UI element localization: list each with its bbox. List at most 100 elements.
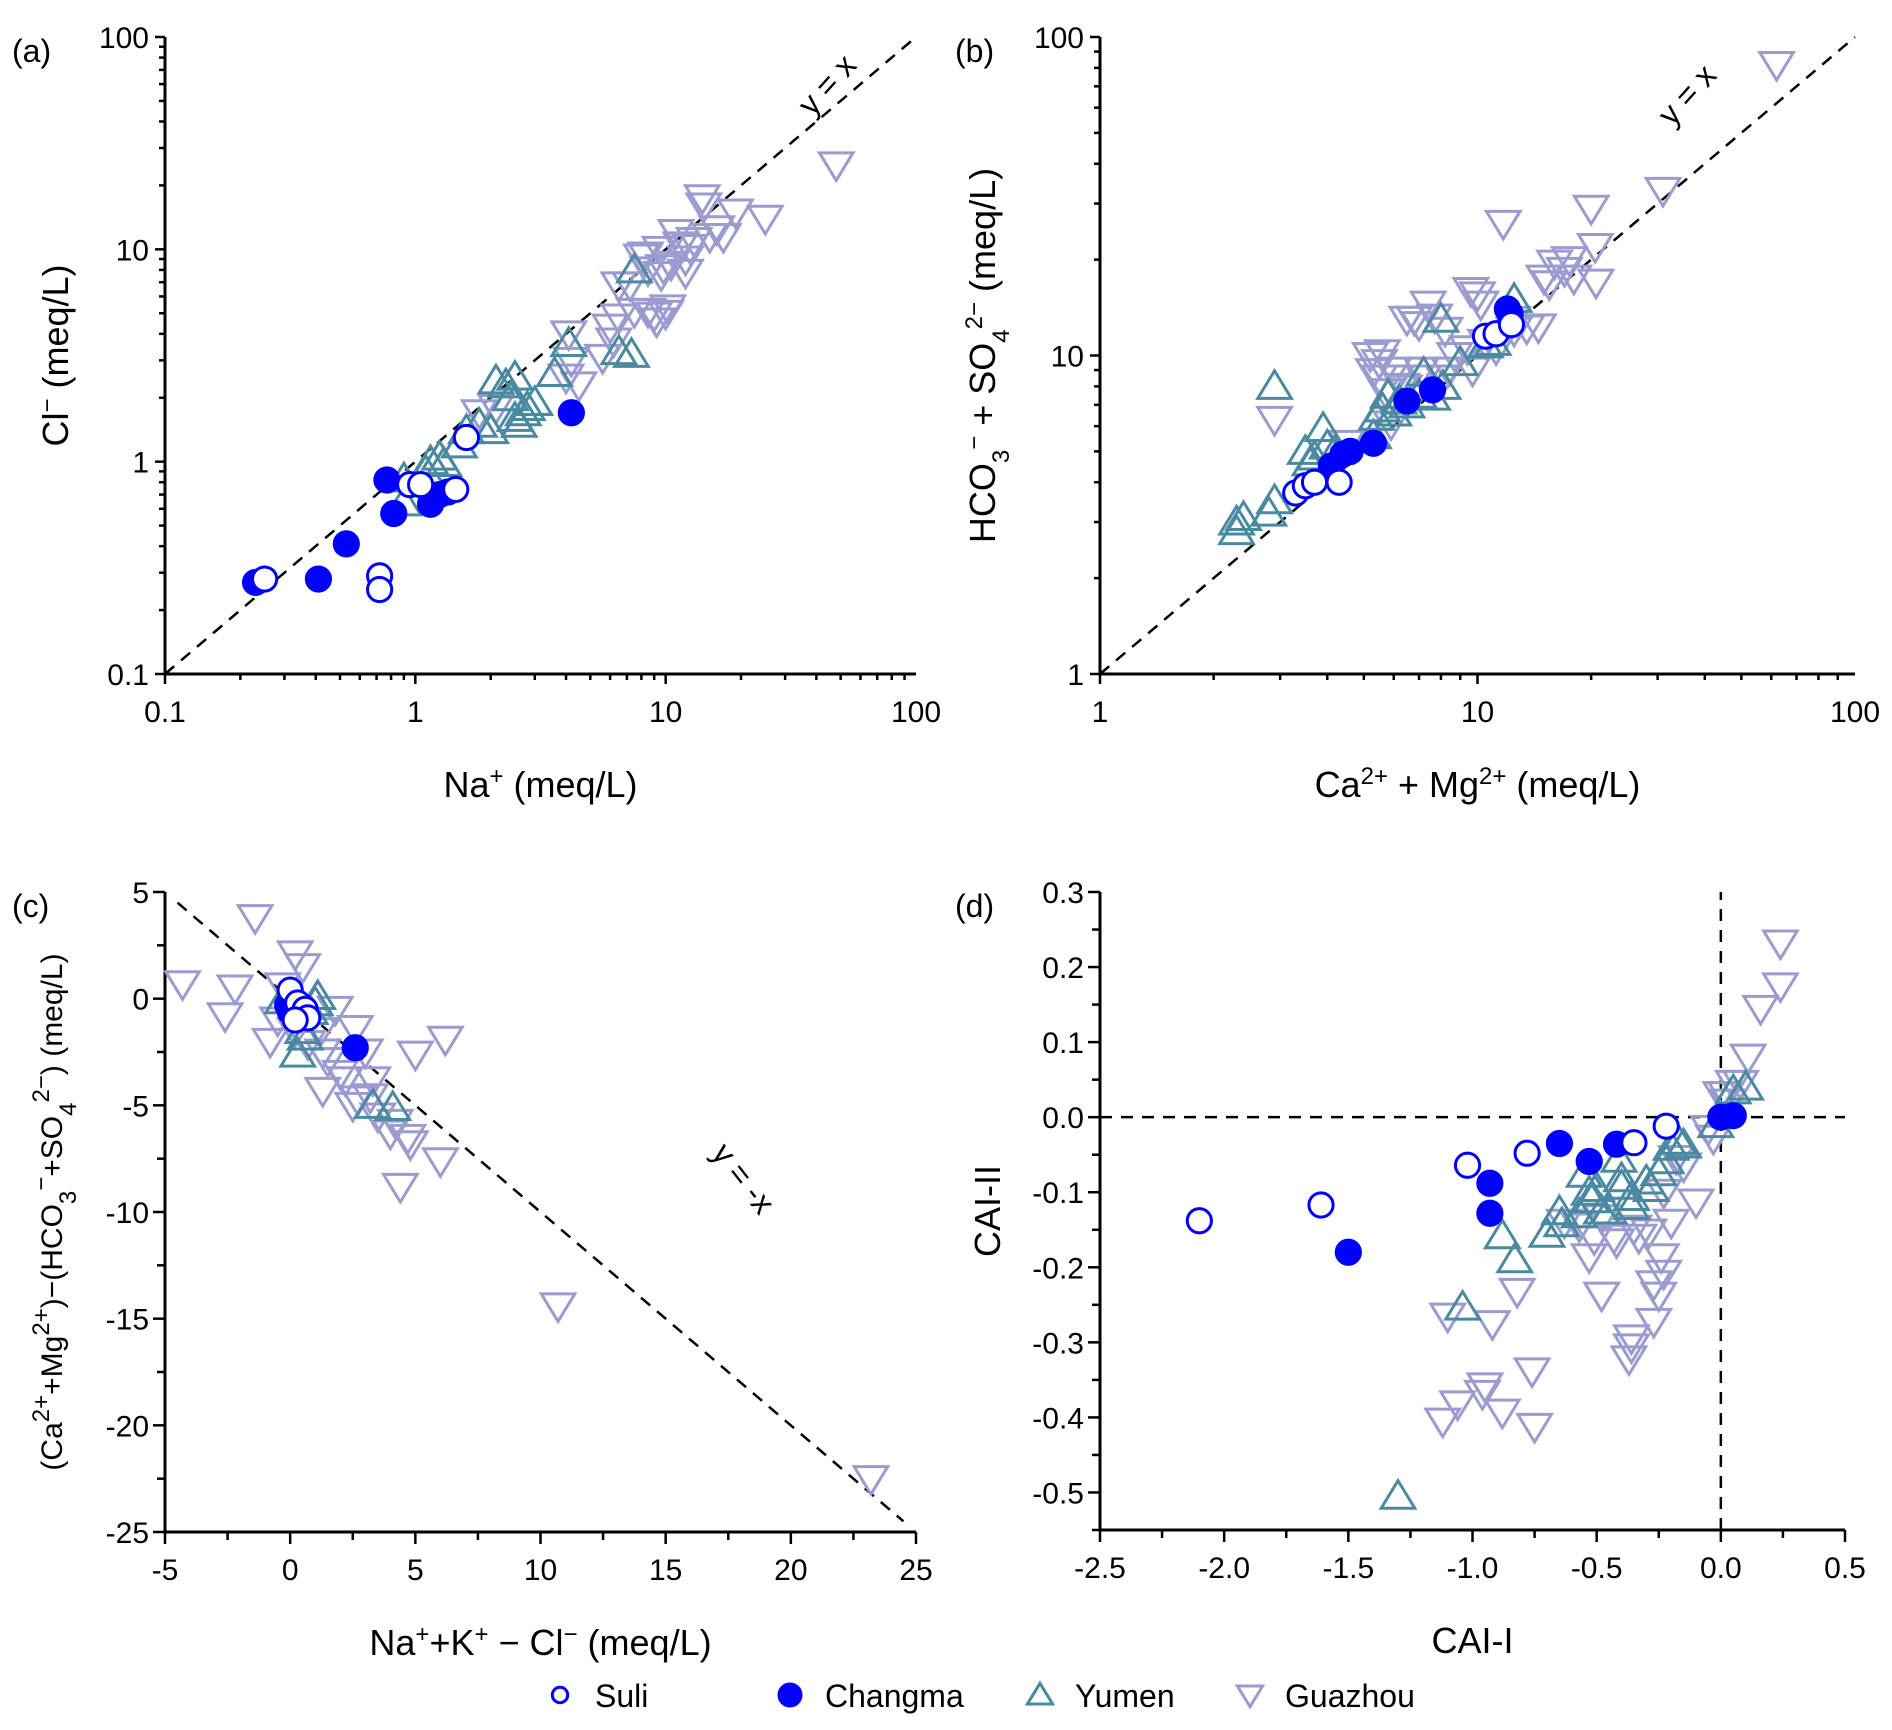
point-guazhou (1472, 1310, 1512, 1343)
point-guazhou (1757, 50, 1797, 83)
point-guazhou (551, 346, 591, 379)
point-guazhou (637, 307, 677, 340)
point-guazhou (682, 184, 722, 217)
point-suli (366, 575, 394, 604)
point-guazhou (1549, 246, 1589, 279)
point-guazhou (549, 320, 589, 353)
reference-line-label: y = -x (705, 1136, 782, 1221)
y-tick-label: 0.2 (1042, 952, 1084, 985)
legend-item-suli: Suli (550, 1678, 648, 1714)
x-tick-label: 1 (407, 696, 424, 729)
x-axis-title: CAI-I (1431, 1620, 1513, 1661)
x-tick-label: 5 (407, 1554, 424, 1587)
point-changma (1476, 1199, 1504, 1227)
point-yumen (1303, 409, 1343, 442)
point-guazhou (1634, 1307, 1674, 1340)
point-changma (380, 499, 408, 528)
point-yumen (1255, 367, 1295, 400)
reference-line-label: y = x (1651, 57, 1724, 132)
x-tick-label: -1.5 (1322, 1552, 1374, 1585)
x-tick-label: -2.5 (1074, 1552, 1126, 1585)
y-tick-label: 5 (132, 877, 149, 910)
point-guazhou (1482, 1398, 1522, 1431)
point-guazhou (644, 254, 683, 287)
points (1217, 50, 1797, 546)
point-yumen (1726, 1068, 1766, 1101)
point-yumen (1611, 1179, 1651, 1211)
point-guazhou (1512, 1357, 1552, 1390)
point-yumen (1224, 499, 1263, 532)
point-yumen (1542, 1205, 1582, 1238)
point-yumen (515, 383, 555, 416)
point-guazhou (1255, 405, 1295, 438)
point-guazhou (816, 151, 856, 184)
point-suli (407, 470, 435, 499)
point-suli (1453, 1151, 1482, 1179)
point-guazhou (1576, 268, 1616, 301)
point-guazhou (459, 399, 499, 432)
y-tick-label: -15 (106, 1304, 149, 1337)
point-suli (1300, 468, 1329, 496)
legend-label: Suli (595, 1678, 648, 1714)
panel-b: y = x 1 10 100 1 10 100 Ca2+ + Mg2+ (meq/L) HCO3… (955, 22, 1880, 805)
point-guazhou (1423, 1407, 1463, 1440)
point-yumen (549, 325, 589, 358)
panel-a: y = x 0.1 1 10 100 0.1 1 10 100 Na+ (meq/L) Cl− (m… (12, 22, 941, 805)
point-guazhou (1360, 349, 1399, 382)
y-tick-label: -5 (122, 1090, 149, 1123)
point-changma (1336, 437, 1364, 465)
x-axis-title: Na+ (meq/L) (443, 763, 637, 806)
y-tick-label: 10 (116, 234, 149, 267)
point-yumen (1421, 300, 1461, 333)
point-guazhou (1721, 1069, 1761, 1102)
y-tick-label: 10 (1051, 341, 1084, 374)
point-yumen (486, 366, 526, 399)
point-yumen (614, 251, 654, 284)
point-guazhou (583, 343, 623, 376)
point-guazhou (1429, 356, 1469, 389)
y-tick-label: -0.4 (1032, 1402, 1084, 1435)
point-changma (1393, 387, 1421, 415)
x-tick-label: -5 (152, 1554, 179, 1587)
point-guazhou (546, 363, 586, 396)
point-guazhou (1497, 1277, 1537, 1310)
point-yumen (285, 1018, 325, 1051)
point-guazhou (1518, 313, 1558, 346)
x-tick-label: 15 (649, 1554, 682, 1587)
y-tick-label: 0.1 (1042, 1027, 1084, 1060)
point-guazhou (599, 303, 639, 336)
point-guazhou (425, 1025, 465, 1058)
x-tick-label: -2.0 (1198, 1552, 1250, 1585)
point-guazhou (1515, 1412, 1555, 1445)
y-axis-title: (Ca2++Mg2+)−(HCO3−+SO42−) (meq/L) (28, 953, 82, 1470)
x-tick-label: 0.1 (144, 696, 186, 729)
x-tick-label: 0.5 (1824, 1552, 1866, 1585)
y-tick-label: -0.3 (1032, 1327, 1084, 1360)
point-suli (1652, 1112, 1680, 1140)
reference-line-label: y = x (791, 47, 864, 122)
y-axis-title: HCO3− + SO42− (meq/L) (961, 168, 1015, 543)
point-guazhou (205, 1002, 245, 1035)
x-tick-label: -0.5 (1571, 1552, 1623, 1585)
panel-label: (c) (12, 888, 49, 924)
point-yumen (278, 1035, 318, 1068)
point-guazhou (1741, 994, 1781, 1027)
point-yumen (1602, 1160, 1641, 1193)
point-changma (1476, 1169, 1504, 1197)
point-guazhou (1611, 1333, 1651, 1366)
legend-item-changma: Changma (777, 1678, 964, 1714)
point-yumen (353, 1086, 393, 1119)
x-tick-label: 0 (282, 1554, 299, 1587)
point-yumen (1611, 1188, 1651, 1220)
legend-item-guazhou: Guazhou (1234, 1678, 1415, 1714)
legend-label: Guazhou (1285, 1678, 1415, 1714)
legend-marker-suli (550, 1685, 570, 1705)
y-tick-label: 1 (1067, 659, 1084, 692)
point-suli (1620, 1129, 1648, 1157)
point-guazhou (1609, 1345, 1649, 1378)
point-changma (341, 1034, 369, 1062)
point-yumen (1255, 482, 1295, 515)
panel-label: (a) (12, 33, 51, 69)
y-tick-label: -10 (106, 1197, 149, 1230)
